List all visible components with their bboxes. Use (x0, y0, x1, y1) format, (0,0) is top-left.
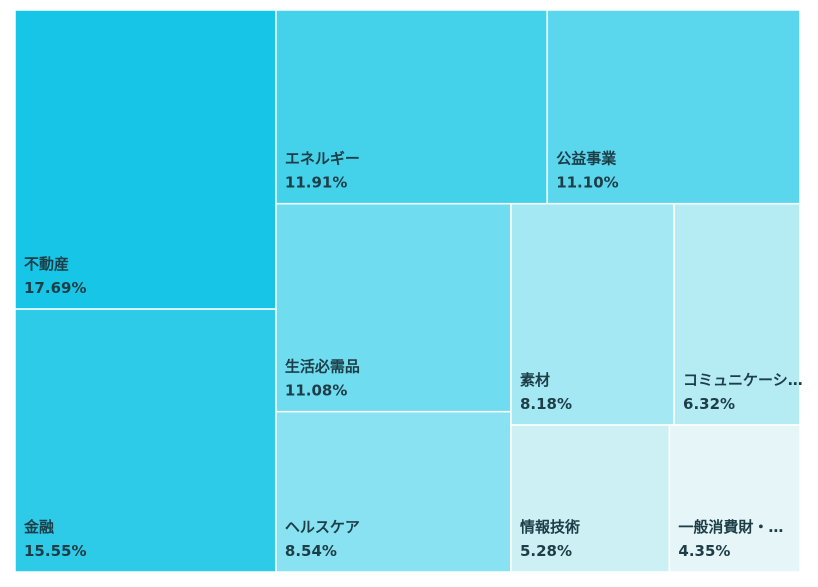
cell-label: 一般消費財・… (678, 518, 783, 536)
cell-label: ヘルスケア (285, 518, 360, 536)
cell-label: エネルギー (285, 150, 360, 168)
treemap-cell (275, 410, 512, 573)
cell-value: 11.91% (285, 174, 347, 192)
cell-value: 11.10% (556, 174, 618, 192)
cell-value: 8.18% (520, 395, 572, 413)
cell-value: 8.54% (285, 542, 337, 560)
cell-label: 不動産 (24, 255, 69, 273)
treemap-cell (546, 9, 801, 205)
treemap-cell (668, 424, 801, 573)
cell-value: 5.28% (520, 542, 572, 560)
cell-label: 公益事業 (556, 150, 617, 168)
cell-label: 素材 (520, 371, 550, 389)
cell-label: コミュニケーシ… (683, 371, 803, 389)
treemap-cell (510, 202, 675, 426)
cell-label: 生活必需品 (285, 358, 360, 376)
treemap-cell (673, 202, 801, 426)
treemap-cell (510, 424, 671, 573)
cell-value: 4.35% (678, 542, 730, 560)
treemap-cell (14, 308, 277, 573)
treemap-cell (275, 202, 512, 413)
cell-value: 6.32% (683, 395, 735, 413)
cell-value: 11.08% (285, 382, 347, 400)
cell-value: 17.69% (24, 279, 86, 297)
treemap-cell (275, 9, 548, 205)
cell-label: 金融 (23, 518, 54, 536)
cell-label: 情報技術 (520, 518, 580, 536)
cell-value: 15.55% (24, 542, 86, 560)
treemap-cell (14, 9, 277, 310)
